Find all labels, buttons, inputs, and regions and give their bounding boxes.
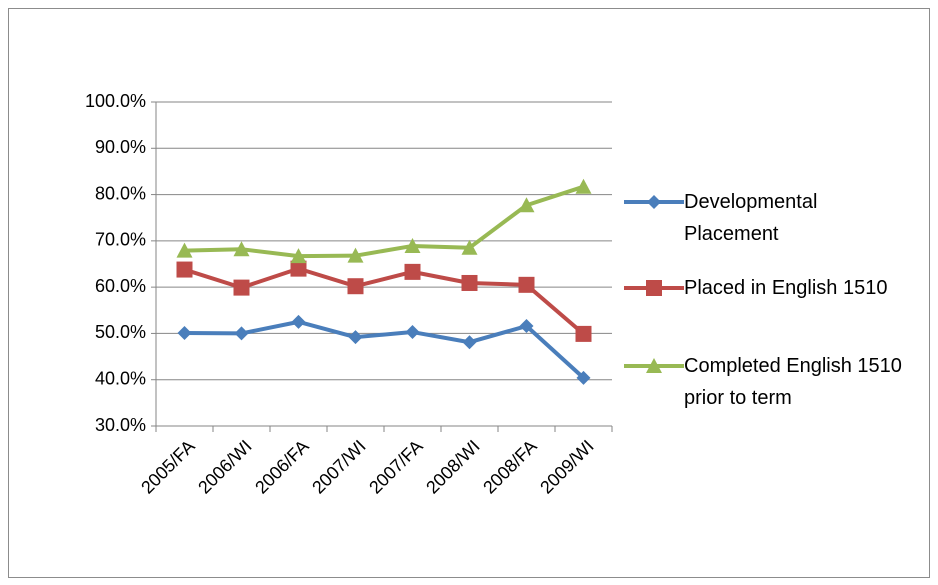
y-tick-label: 80.0% xyxy=(95,183,146,203)
legend-marker xyxy=(646,358,662,373)
data-point xyxy=(518,276,535,293)
data-point xyxy=(290,260,307,277)
y-tick-label: 90.0% xyxy=(95,137,146,157)
data-point xyxy=(348,330,363,345)
chart-border xyxy=(8,8,930,578)
data-point xyxy=(461,239,478,255)
y-tick-label: 100.0% xyxy=(85,91,146,111)
series-line xyxy=(184,184,585,259)
data-point xyxy=(405,325,420,340)
data-point xyxy=(177,325,192,340)
data-point xyxy=(233,279,250,296)
data-point xyxy=(176,261,193,278)
y-tick-label: 40.0% xyxy=(95,368,146,388)
legend-icon xyxy=(624,195,684,209)
series-line xyxy=(184,319,585,380)
legend-entry: Completed English 1510 prior to term xyxy=(624,350,914,414)
data-point xyxy=(291,314,306,329)
data-point xyxy=(461,274,478,291)
legend-marker xyxy=(647,195,661,209)
y-tick-label: 70.0% xyxy=(95,230,146,250)
data-point xyxy=(347,247,364,263)
data-point xyxy=(404,263,421,280)
legend-entry: Developmental Placement xyxy=(624,186,914,250)
data-point xyxy=(404,237,421,253)
legend-label: Completed English 1510 prior to term xyxy=(684,355,902,409)
legend-label: Placed in English 1510 xyxy=(684,277,888,299)
data-point xyxy=(575,178,592,194)
data-point xyxy=(519,319,534,334)
legend-icon xyxy=(624,280,684,296)
legend-marker xyxy=(646,280,662,296)
data-point xyxy=(518,197,535,213)
data-point xyxy=(575,325,592,342)
legend-icon xyxy=(624,358,684,373)
data-point xyxy=(233,241,250,257)
data-point xyxy=(347,278,364,295)
legend-entry: Placed in English 1510 xyxy=(624,272,914,304)
data-point xyxy=(462,335,477,350)
y-tick-label: 30.0% xyxy=(95,415,146,435)
y-tick-label: 60.0% xyxy=(95,276,146,296)
legend-label: Developmental Placement xyxy=(684,191,818,245)
y-tick-label: 50.0% xyxy=(95,322,146,342)
data-point xyxy=(576,370,591,385)
data-point xyxy=(290,248,307,264)
data-point xyxy=(234,326,249,341)
data-point xyxy=(176,242,193,258)
series-line xyxy=(183,266,585,336)
